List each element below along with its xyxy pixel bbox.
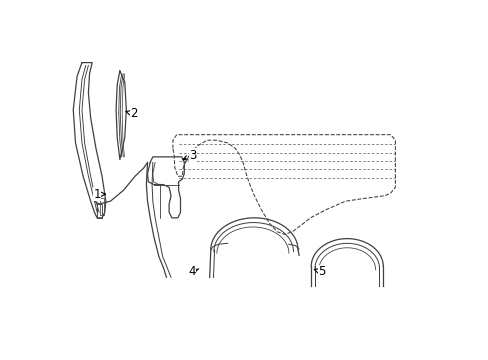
Text: 4: 4 [188,265,198,278]
Text: 2: 2 [126,107,137,120]
Text: 5: 5 [314,265,325,278]
Text: 3: 3 [183,149,196,162]
Text: 1: 1 [93,188,105,201]
